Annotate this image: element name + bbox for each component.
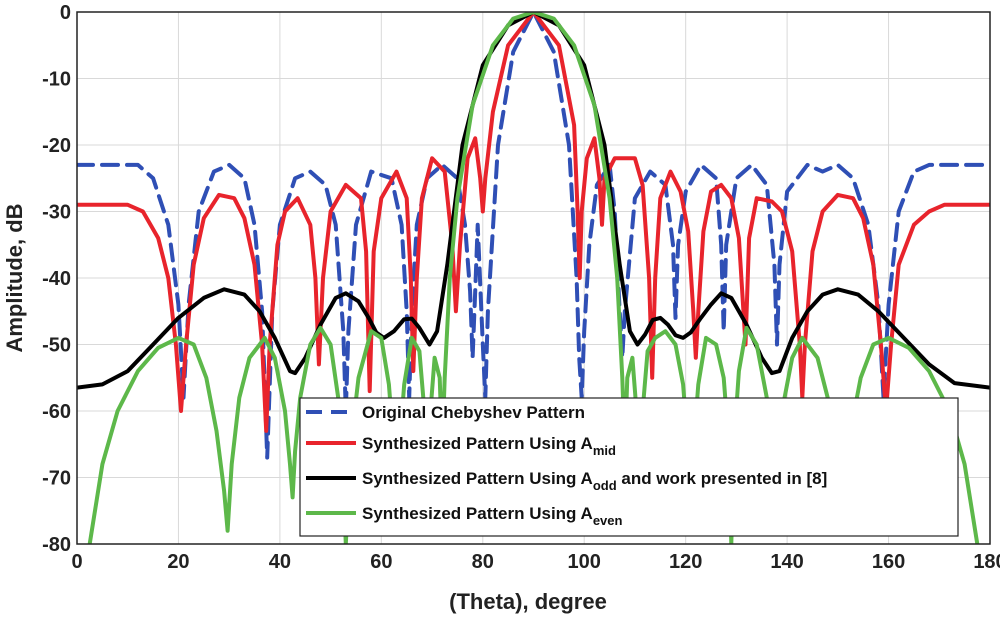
tick-labels: 0 20 40 60 80 100 120 140 160 180 0 -10 -20 -30 -40 -50… bbox=[42, 2, 1000, 573]
y-axis-label: Amplitude, dB bbox=[2, 203, 27, 352]
x-tick-label: 60 bbox=[370, 551, 392, 573]
legend-entry-amid: Synthesized Pattern Using Amid bbox=[306, 434, 616, 458]
x-tick-label: 120 bbox=[669, 551, 702, 573]
svg-text:Synthesized Pattern Using Aodd: Synthesized Pattern Using Aodd and work … bbox=[362, 469, 827, 493]
legend-sub-aeven: even bbox=[593, 513, 623, 528]
legend-label-aeven: Synthesized Pattern Using A bbox=[362, 504, 593, 523]
y-tick-label: -70 bbox=[42, 468, 71, 490]
legend-entry-original: Original Chebyshev Pattern bbox=[306, 403, 585, 422]
x-tick-label: 80 bbox=[472, 551, 494, 573]
x-tick-label: 160 bbox=[872, 551, 905, 573]
x-tick-label: 40 bbox=[269, 551, 291, 573]
series-synthesized-amid bbox=[77, 12, 990, 433]
svg-text:Synthesized Pattern Using Amid: Synthesized Pattern Using Amid bbox=[362, 434, 616, 458]
legend-entry-aeven: Synthesized Pattern Using Aeven bbox=[306, 504, 623, 528]
legend: Original Chebyshev Pattern Synthesized P… bbox=[299, 397, 959, 537]
y-tick-label: 0 bbox=[60, 2, 71, 24]
x-axis-label: (Theta), degree bbox=[449, 589, 607, 614]
y-tick-label: -60 bbox=[42, 401, 71, 423]
x-tick-label: 140 bbox=[770, 551, 803, 573]
legend-entry-aodd: Synthesized Pattern Using Aodd and work … bbox=[306, 469, 827, 493]
svg-text:Original Chebyshev Pattern: Original Chebyshev Pattern bbox=[362, 403, 585, 422]
y-tick-label: -30 bbox=[42, 202, 71, 224]
y-tick-label: -50 bbox=[42, 335, 71, 357]
legend-box bbox=[299, 397, 959, 537]
legend-label-aodd: Synthesized Pattern Using A bbox=[362, 469, 593, 488]
legend-label-amid: Synthesized Pattern Using A bbox=[362, 434, 593, 453]
series-synthesized-aodd bbox=[77, 12, 990, 390]
svg-text:Synthesized Pattern Using Aeve: Synthesized Pattern Using Aeven bbox=[362, 504, 623, 528]
y-tick-label: -10 bbox=[42, 69, 71, 91]
y-tick-label: -40 bbox=[42, 268, 71, 290]
x-tick-label: 20 bbox=[167, 551, 189, 573]
plot-frame bbox=[76, 11, 991, 545]
y-tick-label: -20 bbox=[42, 135, 71, 157]
legend-sub-amid: mid bbox=[593, 443, 616, 458]
x-tick-label: 0 bbox=[71, 551, 82, 573]
x-tick-label: 100 bbox=[568, 551, 601, 573]
legend-label-original: Original Chebyshev Pattern bbox=[362, 403, 585, 422]
legend-tail-aodd: and work presented in [8] bbox=[617, 469, 828, 488]
legend-sub-aodd: odd bbox=[593, 478, 617, 493]
x-tick-label: 180 bbox=[973, 551, 1000, 573]
y-tick-label: -80 bbox=[42, 534, 71, 556]
